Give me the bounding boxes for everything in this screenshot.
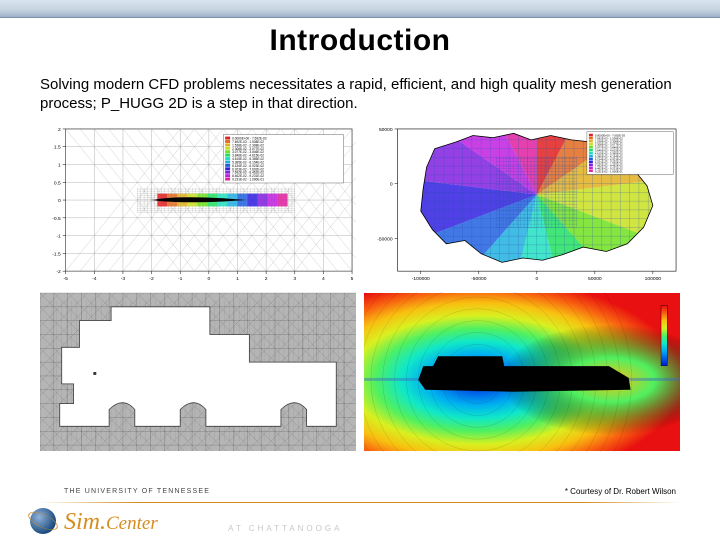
- panel-bay-mesh: -100000-50000050000100000-500000500000.0…: [364, 124, 680, 284]
- footer-logo: THE UNIVERSITY OF TENNESSEE Sim.Center A…: [30, 488, 342, 536]
- svg-text:-5: -5: [63, 276, 68, 282]
- svg-text:-0.5: -0.5: [52, 215, 61, 221]
- university-label: THE UNIVERSITY OF TENNESSEE: [64, 488, 210, 495]
- svg-text:1: 1: [58, 162, 61, 168]
- svg-text:0: 0: [390, 181, 393, 187]
- svg-text:0.5: 0.5: [54, 180, 61, 186]
- top-gradient-band: [0, 0, 720, 18]
- svg-text:-1: -1: [178, 276, 183, 282]
- svg-text:-1: -1: [56, 233, 61, 239]
- svg-text:100000: 100000: [645, 276, 662, 282]
- panel-vehicle-mesh: [40, 292, 356, 452]
- svg-text:0: 0: [58, 198, 61, 204]
- svg-text:-50000: -50000: [377, 236, 393, 242]
- svg-text:9.231E-02 - 1.000E-01: 9.231E-02 - 1.000E-01: [232, 177, 264, 181]
- svg-text:1: 1: [236, 276, 239, 282]
- footer-tagline: AT CHATTANOOGA: [228, 524, 342, 533]
- svg-text:-100000: -100000: [412, 276, 430, 282]
- svg-text:-2: -2: [56, 269, 61, 275]
- page-title: Introduction: [0, 24, 720, 58]
- svg-text:0: 0: [535, 276, 538, 282]
- svg-text:-1.5: -1.5: [52, 251, 61, 257]
- svg-text:0: 0: [207, 276, 210, 282]
- svg-text:-4: -4: [92, 276, 97, 282]
- brand-name: Sim.Center: [64, 513, 158, 534]
- footer: THE UNIVERSITY OF TENNESSEE Sim.Center A…: [0, 502, 720, 540]
- svg-text:-3: -3: [121, 276, 126, 282]
- intro-paragraph: Solving modern CFD problems necessitates…: [40, 76, 680, 114]
- svg-text:2: 2: [265, 276, 268, 282]
- svg-text:-2: -2: [149, 276, 154, 282]
- svg-text:4: 4: [322, 276, 325, 282]
- panel-airfoil-mesh: -5-4-3-2-1012345-2-1.5-1-0.500.511.520.0…: [40, 124, 356, 284]
- figure-grid: -5-4-3-2-1012345-2-1.5-1-0.500.511.520.0…: [40, 124, 680, 452]
- svg-text:50000: 50000: [588, 276, 602, 282]
- svg-text:2: 2: [58, 126, 61, 132]
- svg-text:5: 5: [351, 276, 354, 282]
- panel-ship-contour: [364, 292, 680, 452]
- svg-text:-50000: -50000: [471, 276, 487, 282]
- svg-text:1.5: 1.5: [54, 144, 61, 150]
- globe-icon: [30, 508, 56, 534]
- svg-text:50000: 50000: [379, 126, 393, 132]
- svg-text:9.231E-02 - 1.000E-01: 9.231E-02 - 1.000E-01: [595, 169, 623, 173]
- svg-text:3: 3: [293, 276, 296, 282]
- courtesy-note: * Courtesy of Dr. Robert Wilson: [565, 487, 676, 496]
